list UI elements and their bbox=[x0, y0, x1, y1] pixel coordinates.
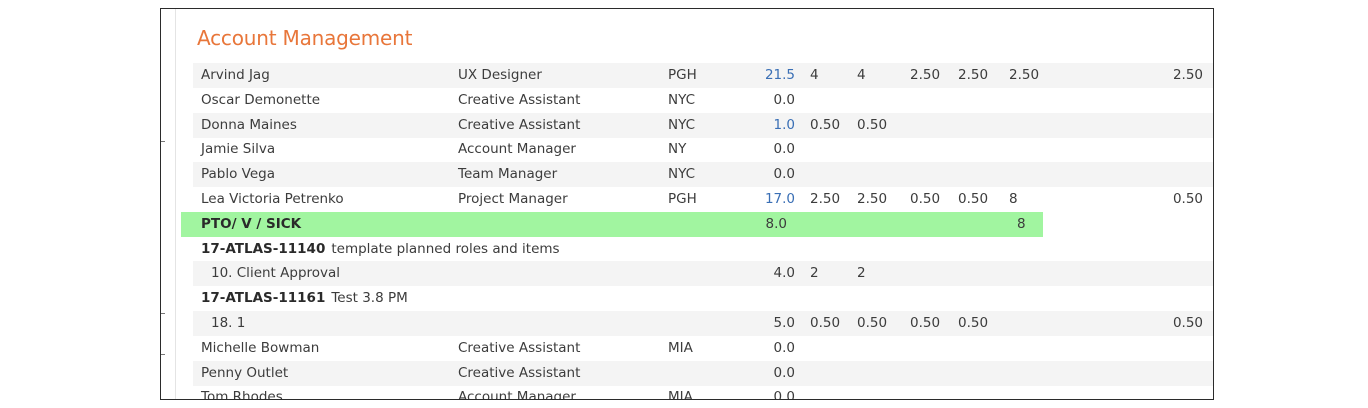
person-name: Pablo Vega bbox=[201, 166, 276, 183]
hours-cell: 2.50 bbox=[1009, 67, 1040, 83]
role-cell: Account Manager bbox=[458, 141, 576, 158]
project-description: template planned roles and items bbox=[331, 240, 560, 257]
table-row: Oscar Demonette Creative Assistant NYC 0.0 bbox=[193, 88, 1213, 113]
edge-tick bbox=[161, 354, 165, 355]
left-guide-line bbox=[175, 9, 176, 399]
hours-cell: 2 bbox=[857, 265, 866, 282]
role-cell: Creative Assistant bbox=[458, 339, 581, 356]
total-hours: 0.0 bbox=[773, 166, 795, 183]
role-cell: Creative Assistant bbox=[458, 364, 581, 381]
location-cell: NYC bbox=[668, 166, 696, 183]
person-name: Oscar Demonette bbox=[201, 91, 321, 108]
hours-cell: 2.50 bbox=[857, 191, 888, 207]
total-hours: 8.0 bbox=[765, 215, 787, 232]
role-cell: Project Manager bbox=[458, 191, 568, 207]
section-title: Account Management bbox=[197, 26, 413, 50]
table-row: Lea Victoria Petrenko Project Manager PGH 1… bbox=[193, 187, 1213, 212]
location-cell: NY bbox=[668, 141, 687, 158]
resource-grid-panel: Account Management Arvind Jag UX Designer… bbox=[160, 8, 1214, 400]
project-code: 17-ATLAS-11161 bbox=[201, 290, 326, 307]
hours-cell: 0.50 bbox=[910, 315, 941, 331]
total-hours: 0.0 bbox=[773, 141, 795, 158]
hours-cell: 2.50 bbox=[910, 67, 941, 83]
total-hours[interactable]: 1.0 bbox=[773, 116, 795, 133]
location-cell: NYC bbox=[668, 91, 696, 108]
task-row: 18. 1 5.0 0.50 0.50 0.50 0.50 0.50 bbox=[193, 311, 1213, 336]
hours-cell: 0.50 bbox=[857, 116, 888, 133]
role-cell: Creative Assistant bbox=[458, 116, 581, 133]
hours-cell: 0.50 bbox=[910, 191, 941, 207]
hours-cell: 2.50 bbox=[958, 67, 989, 83]
role-cell: Team Manager bbox=[458, 166, 558, 183]
hours-cell: 8 bbox=[1009, 191, 1018, 207]
location-cell: PGH bbox=[668, 191, 697, 207]
hours-cell: 0.50 bbox=[958, 191, 989, 207]
table-row: Pablo Vega Team Manager NYC 0.0 bbox=[193, 162, 1213, 188]
total-hours: 4.0 bbox=[773, 265, 795, 282]
person-name: Tom Rhodes bbox=[201, 389, 283, 400]
project-label: 17-ATLAS-11161 Test 3.8 PM bbox=[201, 286, 408, 311]
person-name: Jamie Silva bbox=[201, 141, 276, 158]
hours-cell: 8 bbox=[1017, 215, 1026, 232]
person-name: Penny Outlet bbox=[201, 364, 289, 381]
hours-cell: 0.50 bbox=[810, 315, 841, 331]
pto-label: PTO/ V / SICK bbox=[201, 215, 302, 232]
table-row: Tom Rhodes Account Manager MIA 0.0 bbox=[193, 385, 1213, 400]
table-row: Arvind Jag UX Designer PGH 21.5 4 4 2.50 2.50 2.… bbox=[193, 63, 1213, 88]
hours-cell: 0.50 bbox=[958, 315, 989, 331]
hours-cell: 0.50 bbox=[857, 315, 888, 331]
task-row: 10. Client Approval 4.0 2 2 bbox=[193, 261, 1213, 287]
location-cell: NYC bbox=[668, 116, 696, 133]
edge-tick bbox=[161, 141, 165, 142]
hours-cell: 2 bbox=[810, 265, 819, 282]
table-row: Donna Maines Creative Assistant NYC 1.0 0.50… bbox=[193, 112, 1213, 138]
role-cell: Creative Assistant bbox=[458, 91, 581, 108]
location-cell: MIA bbox=[668, 389, 693, 400]
location-cell: MIA bbox=[668, 339, 693, 356]
task-name: 10. Client Approval bbox=[211, 265, 341, 282]
total-hours: 0.0 bbox=[773, 389, 795, 400]
table-row: Penny Outlet Creative Assistant 0.0 bbox=[193, 360, 1213, 386]
total-hours: 5.0 bbox=[773, 315, 795, 331]
project-row: 17-ATLAS-11161 Test 3.8 PM bbox=[193, 286, 1213, 311]
total-hours: 0.0 bbox=[773, 339, 795, 356]
edge-tick bbox=[161, 313, 165, 314]
pto-row: PTO/ V / SICK 8.0 8 bbox=[181, 211, 1043, 237]
total-hours: 0.0 bbox=[773, 364, 795, 381]
hours-cell: 0.50 bbox=[1172, 315, 1203, 331]
person-name: Arvind Jag bbox=[201, 67, 270, 83]
project-code: 17-ATLAS-11140 bbox=[201, 240, 326, 257]
role-cell: Account Manager bbox=[458, 389, 576, 400]
hours-cell: 2.50 bbox=[810, 191, 841, 207]
table-row: Michelle Bowman Creative Assistant MIA 0.0 bbox=[193, 336, 1213, 361]
hours-cell: 2.50 bbox=[1172, 67, 1203, 83]
total-hours: 0.0 bbox=[773, 91, 795, 108]
task-name: 18. 1 bbox=[211, 315, 246, 331]
person-name: Donna Maines bbox=[201, 116, 297, 133]
person-name: Michelle Bowman bbox=[201, 339, 320, 356]
table-row: Jamie Silva Account Manager NY 0.0 bbox=[193, 137, 1213, 162]
hours-cell: 0.50 bbox=[1172, 191, 1203, 207]
project-label: 17-ATLAS-11140 template planned roles and… bbox=[201, 237, 560, 262]
total-hours[interactable]: 17.0 bbox=[764, 191, 795, 207]
project-description: Test 3.8 PM bbox=[331, 290, 408, 307]
total-hours[interactable]: 21.5 bbox=[764, 67, 795, 83]
hours-cell: 0.50 bbox=[810, 116, 841, 133]
hours-cell: 4 bbox=[857, 67, 866, 83]
project-row: 17-ATLAS-11140 template planned roles and… bbox=[193, 237, 1213, 262]
hours-cell: 4 bbox=[810, 67, 819, 83]
location-cell: PGH bbox=[668, 67, 697, 83]
person-name: Lea Victoria Petrenko bbox=[201, 191, 344, 207]
role-cell: UX Designer bbox=[458, 67, 542, 83]
